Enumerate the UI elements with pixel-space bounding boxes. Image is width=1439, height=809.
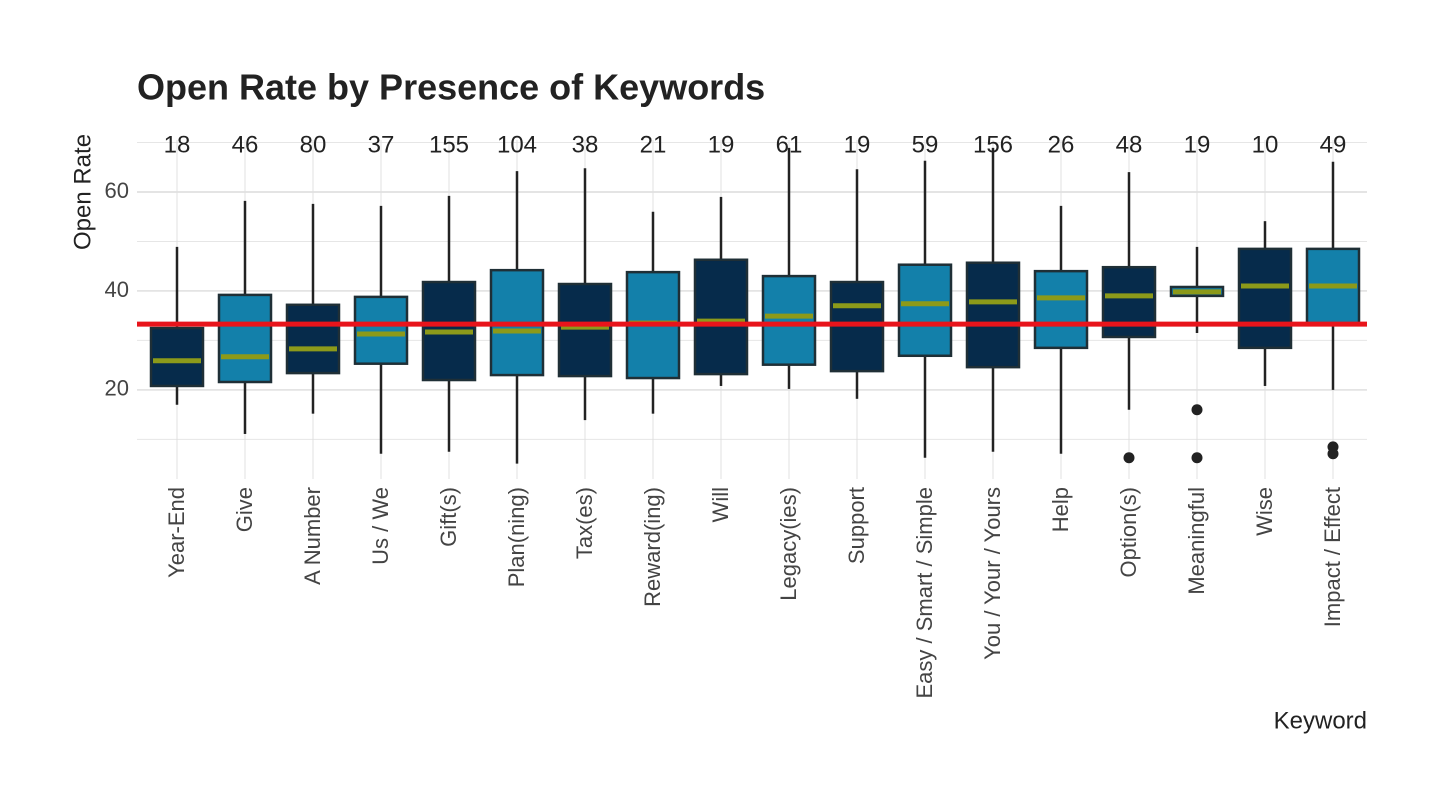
- x-tick-label: Give: [232, 487, 257, 532]
- count-label: 18: [164, 131, 191, 158]
- x-tick-label: Option(s): [1116, 487, 1141, 577]
- x-tick-label: A Number: [300, 487, 325, 585]
- count-label: 156: [973, 131, 1013, 158]
- x-tick-label: Year-End: [164, 487, 189, 578]
- x-tick-label: Plan(ning): [504, 487, 529, 587]
- count-label: 104: [497, 131, 537, 158]
- count-label: 49: [1320, 131, 1347, 158]
- outlier: [1191, 452, 1203, 464]
- x-tick-label: Gift(s): [436, 487, 461, 547]
- chart-title: Open Rate by Presence of Keywords: [137, 67, 765, 108]
- box: [1033, 269, 1089, 350]
- count-label: 19: [1184, 131, 1211, 158]
- count-label: 61: [776, 131, 803, 158]
- count-label: 48: [1116, 131, 1143, 158]
- outlier: [1327, 448, 1339, 460]
- x-tick-label: You / Your / Yours: [980, 487, 1005, 660]
- y-tick-label: 40: [105, 277, 129, 302]
- x-tick-label: Support: [844, 487, 869, 564]
- x-tick-label: Reward(ing): [640, 487, 665, 607]
- box: [149, 326, 205, 388]
- box: [1237, 247, 1293, 350]
- x-tick-label: Will: [708, 487, 733, 522]
- box: [217, 293, 273, 384]
- count-label: 38: [572, 131, 599, 158]
- count-label: 21: [640, 131, 667, 158]
- y-tick-label: 60: [105, 178, 129, 203]
- box: [285, 303, 341, 375]
- y-tick-label: 20: [105, 376, 129, 401]
- box: [897, 263, 953, 358]
- x-tick-label: Tax(es): [572, 487, 597, 559]
- x-tick-label: Wise: [1252, 487, 1277, 536]
- count-label: 26: [1048, 131, 1075, 158]
- box: [693, 258, 749, 376]
- x-tick-label: Impact / Effect: [1320, 487, 1345, 627]
- x-tick-label: Us / We: [368, 487, 393, 565]
- outlier: [1191, 404, 1203, 416]
- outlier: [1123, 452, 1135, 464]
- x-tick-label: Meaningful: [1184, 487, 1209, 595]
- box: [353, 295, 409, 365]
- count-label: 19: [844, 131, 871, 158]
- x-tick-label: Easy / Smart / Simple: [912, 487, 937, 699]
- count-label: 80: [300, 131, 327, 158]
- count-label: 155: [429, 131, 469, 158]
- count-label: 37: [368, 131, 395, 158]
- x-axis-title: Keyword: [1274, 707, 1367, 734]
- x-tick-label: Help: [1048, 487, 1073, 532]
- count-label: 10: [1252, 131, 1279, 158]
- x-tick-label: Legacy(ies): [776, 487, 801, 601]
- count-label: 46: [232, 131, 259, 158]
- box: [557, 282, 613, 378]
- box: [761, 274, 817, 366]
- count-label: 59: [912, 131, 939, 158]
- box: [965, 261, 1021, 369]
- count-label: 19: [708, 131, 735, 158]
- y-axis-title: Open Rate: [69, 134, 96, 250]
